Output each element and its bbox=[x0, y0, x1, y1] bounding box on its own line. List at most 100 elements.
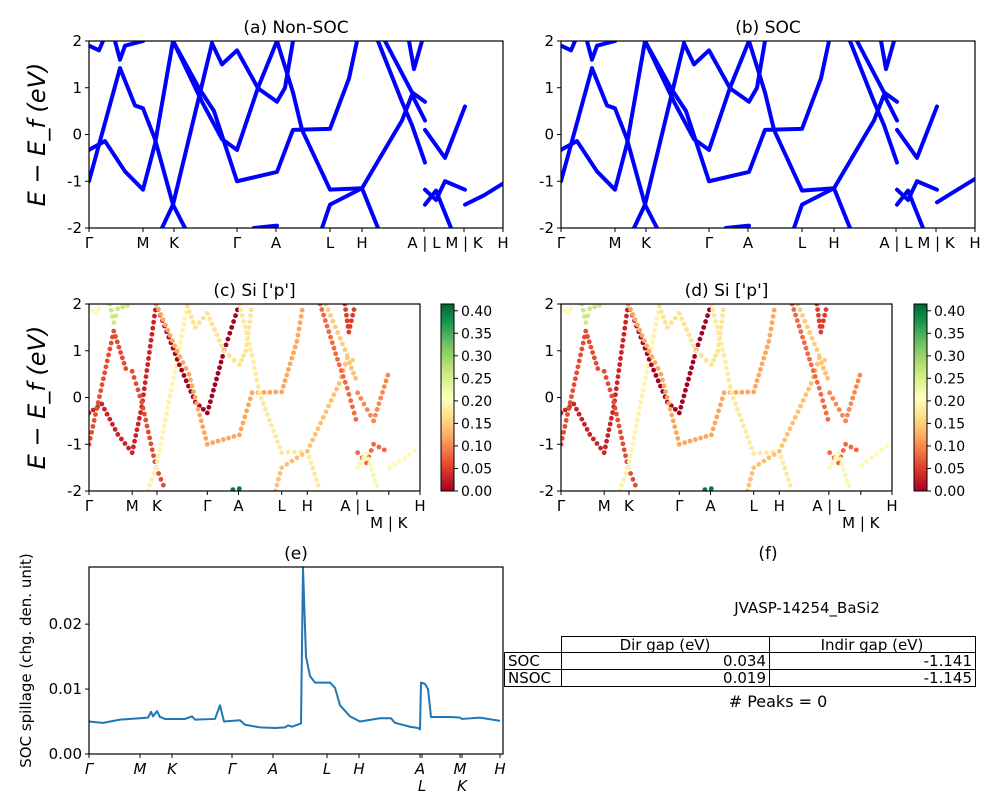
projection-point bbox=[186, 383, 191, 389]
x-tick-label: K bbox=[167, 760, 178, 778]
colorbar-tick-label: 0.20 bbox=[934, 394, 965, 410]
projection-point bbox=[381, 384, 387, 389]
projection-point bbox=[618, 356, 623, 361]
projection-point bbox=[747, 440, 753, 445]
projection-point bbox=[812, 341, 817, 347]
projection-point bbox=[698, 435, 704, 441]
plot-area bbox=[89, 304, 418, 491]
projection-point bbox=[561, 429, 567, 435]
projection-point bbox=[364, 407, 370, 413]
x-tick-label: M bbox=[137, 234, 150, 252]
projection-point bbox=[279, 450, 285, 456]
projection-point bbox=[769, 320, 775, 326]
projection-point bbox=[319, 307, 325, 312]
x-tick-label: L bbox=[278, 497, 287, 515]
projection-point bbox=[260, 401, 266, 407]
projection-point bbox=[347, 324, 353, 329]
projection-point bbox=[848, 401, 854, 407]
projection-point bbox=[289, 355, 295, 361]
y-tick-label: -1 bbox=[539, 172, 554, 190]
band-line bbox=[89, 41, 105, 53]
projection-point bbox=[807, 356, 812, 362]
projection-point bbox=[236, 362, 242, 368]
projection-point bbox=[754, 378, 760, 384]
projection-point bbox=[215, 370, 221, 376]
x-tick-label: Γ bbox=[557, 497, 566, 515]
projection-point bbox=[169, 338, 175, 344]
colorbar bbox=[440, 303, 455, 492]
projection-point bbox=[198, 418, 204, 424]
projection-point bbox=[637, 327, 643, 333]
projection-point bbox=[299, 452, 305, 457]
projection-point bbox=[104, 358, 110, 364]
projection-point bbox=[725, 371, 731, 377]
band-line bbox=[879, 41, 896, 72]
projection-point bbox=[108, 340, 114, 346]
projection-point bbox=[226, 435, 232, 441]
projection-point bbox=[607, 387, 613, 393]
projection-point bbox=[759, 361, 765, 367]
projection-point bbox=[579, 416, 585, 422]
projection-point bbox=[563, 418, 569, 423]
projection-point bbox=[819, 324, 825, 329]
projection-point bbox=[679, 399, 685, 405]
projection-point bbox=[236, 486, 242, 491]
projection-point bbox=[751, 389, 757, 395]
projection-point bbox=[156, 306, 161, 312]
projection-point bbox=[615, 374, 621, 379]
projection-point bbox=[621, 476, 627, 482]
projection-point bbox=[756, 461, 762, 467]
projection-point bbox=[818, 360, 824, 366]
projection-point bbox=[238, 426, 244, 432]
projection-point bbox=[248, 313, 253, 319]
projection-point bbox=[146, 350, 152, 355]
panel-title: (b) SOC bbox=[735, 18, 801, 38]
projection-point bbox=[716, 330, 721, 335]
projection-point bbox=[621, 447, 627, 453]
y-tick-label: 2 bbox=[544, 32, 554, 50]
projection-point bbox=[169, 381, 175, 387]
projection-point bbox=[613, 386, 619, 392]
projection-point bbox=[195, 406, 201, 412]
projection-point bbox=[823, 410, 829, 416]
projection-point bbox=[823, 370, 828, 376]
projection-point bbox=[751, 465, 757, 471]
projection-point bbox=[149, 476, 155, 482]
projection-point bbox=[699, 330, 705, 336]
projection-point bbox=[318, 420, 323, 426]
projection-point bbox=[839, 461, 845, 467]
projection-point bbox=[158, 476, 164, 482]
projection-point bbox=[346, 360, 352, 366]
projection-point bbox=[798, 403, 803, 409]
projection-point bbox=[231, 434, 237, 439]
projection-point bbox=[619, 343, 625, 349]
projection-point bbox=[355, 465, 361, 471]
projection-point bbox=[672, 424, 678, 430]
projection-point bbox=[712, 420, 718, 426]
x-tick-label: M bbox=[134, 760, 147, 778]
projection-point bbox=[561, 435, 565, 441]
projection-point bbox=[124, 304, 130, 308]
projection-point bbox=[666, 400, 672, 406]
projection-point bbox=[686, 376, 691, 382]
projection-point bbox=[106, 352, 111, 358]
projection-point bbox=[156, 471, 161, 476]
column-header-indir-gap: Indir gap (eV) bbox=[821, 636, 924, 654]
band-line bbox=[423, 188, 453, 228]
projection-point bbox=[292, 449, 297, 455]
x-tick-label: H bbox=[774, 497, 785, 515]
projection-point bbox=[675, 436, 681, 441]
projection-point bbox=[846, 483, 852, 489]
projection-point bbox=[256, 390, 262, 396]
projection-point bbox=[326, 403, 331, 409]
projection-point bbox=[148, 337, 154, 343]
projection-point bbox=[118, 350, 124, 355]
projection-point bbox=[340, 374, 346, 379]
y-tick-label: 1 bbox=[72, 79, 82, 97]
projection-point bbox=[591, 355, 597, 361]
projection-point bbox=[179, 333, 184, 339]
projection-point bbox=[89, 429, 95, 435]
projection-point bbox=[669, 412, 675, 418]
projection-point bbox=[720, 307, 726, 313]
